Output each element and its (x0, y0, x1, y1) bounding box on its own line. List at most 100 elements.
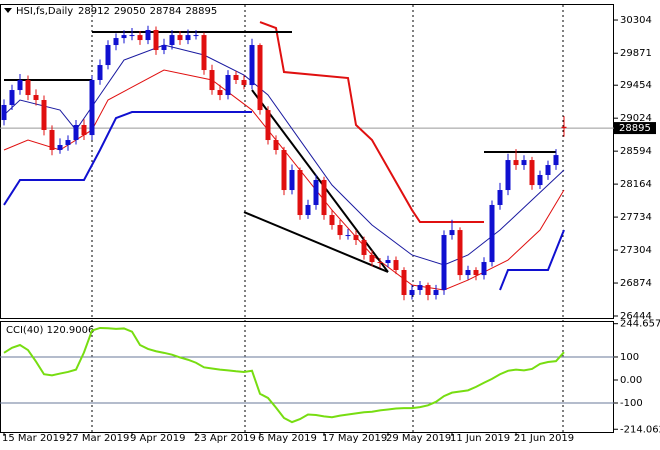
x-tick-label: 17 May 2019 (322, 433, 387, 444)
candle-body (33, 95, 39, 101)
candle-body (433, 290, 439, 295)
candle-body (305, 204, 311, 216)
candle-body (441, 235, 447, 291)
candle-body (345, 235, 351, 237)
candle-body (361, 240, 367, 255)
y-tick-label: 0.00 (620, 375, 642, 386)
y-tick-label: 29871 (620, 48, 652, 59)
y-tick-label: 26444 (620, 311, 652, 322)
candle-body (457, 230, 463, 276)
candle-body (89, 79, 95, 136)
x-tick-label: 15 Mar 2019 (2, 433, 65, 444)
candle-body (57, 145, 63, 150)
candle-body (225, 75, 231, 96)
candle-body (505, 160, 511, 191)
candle-body (9, 90, 15, 105)
trend-line (243, 211, 389, 273)
header-value: 29050 (114, 6, 146, 17)
candle-body (73, 125, 79, 141)
candle-body (1, 104, 7, 121)
last-price-label: 28895 (619, 123, 651, 134)
candle-body (545, 165, 551, 175)
chart-title: HSI,fs,Daily (16, 6, 73, 17)
candle-body (25, 79, 31, 96)
candle-body (473, 269, 479, 276)
y-tick-label: 29024 (620, 113, 652, 124)
candle-body (129, 35, 135, 37)
y-tick-label: 29454 (620, 80, 652, 91)
x-tick-label: 23 Apr 2019 (194, 433, 256, 444)
candle-body (513, 160, 519, 166)
main-panel (0, 4, 614, 319)
y-tick-label: -100 (620, 398, 643, 409)
candle-body (537, 174, 543, 186)
candle-body (273, 140, 279, 150)
candle-body (425, 285, 431, 295)
candle-body (449, 230, 455, 236)
indicator-line (259, 21, 484, 223)
y-tick-label: 244.6572 (620, 319, 660, 330)
x-tick-label: 9 Apr 2019 (130, 433, 185, 444)
candle-body (417, 285, 423, 291)
indicator-line (3, 111, 565, 291)
indicator-line (3, 69, 565, 291)
y-tick-label: 27734 (620, 212, 652, 223)
candle-body (497, 190, 503, 205)
x-tick-label: 11 Jun 2019 (450, 433, 510, 444)
candle-body (145, 29, 151, 41)
candle-body (337, 224, 343, 236)
candle-body (201, 35, 207, 71)
menu-arrow (4, 8, 12, 13)
candle-body (465, 269, 471, 276)
candle-body (393, 260, 399, 270)
candle-body (401, 269, 407, 295)
candle-body (193, 35, 199, 37)
y-tick-label: 27304 (620, 245, 652, 256)
x-tick-label: 6 May 2019 (258, 433, 317, 444)
y-tick-label: 28594 (620, 146, 652, 157)
candle-body (49, 129, 55, 150)
candle-body (113, 38, 119, 46)
candle-body (265, 110, 271, 141)
candle-body (329, 215, 335, 225)
candle-body (313, 179, 319, 205)
x-tick-label: 21 Jun 2019 (514, 433, 574, 444)
y-tick-label: 26874 (620, 278, 652, 289)
candle-body (185, 35, 191, 41)
candle-body (297, 170, 303, 216)
y-tick-label: 28164 (620, 179, 652, 190)
candle-body (409, 290, 415, 295)
y-tick-label: 30304 (620, 15, 652, 26)
last-price-box (614, 122, 656, 135)
cci-line (3, 326, 565, 424)
candle-body (233, 75, 239, 80)
x-tick-label: 27 Mar 2019 (66, 433, 129, 444)
candle-body (177, 35, 183, 41)
candle-body (153, 29, 159, 51)
candle-body (553, 155, 559, 166)
candle-body (97, 65, 103, 80)
candle-body (241, 79, 247, 86)
candle-body (257, 45, 263, 111)
candle-body (41, 100, 47, 130)
candle-body (289, 170, 295, 191)
cci-panel (0, 321, 614, 433)
header-value: 28895 (185, 6, 217, 17)
candle-body (217, 90, 223, 96)
candle-body (249, 45, 255, 86)
y-tick-label: 100 (620, 352, 639, 363)
candle-body (65, 140, 71, 146)
y-tick-label: -214.062 (620, 424, 660, 435)
candle-body (321, 179, 327, 216)
candle-body (385, 260, 391, 264)
header-value: 28784 (150, 6, 182, 17)
candle-body (481, 262, 487, 276)
candle-body (281, 149, 287, 191)
x-tick-label: 29 May 2019 (386, 433, 451, 444)
candle-body (353, 235, 359, 241)
header-value: 28912 (78, 6, 110, 17)
candle-body (489, 204, 495, 263)
candle-body (121, 35, 127, 39)
